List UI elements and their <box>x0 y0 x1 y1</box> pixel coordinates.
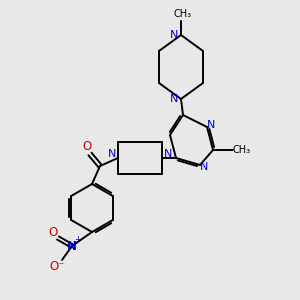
Text: N: N <box>170 30 178 40</box>
Text: O⁻: O⁻ <box>49 260 65 274</box>
Text: N: N <box>170 94 178 104</box>
Text: N: N <box>164 149 172 159</box>
Text: CH₃: CH₃ <box>233 145 251 155</box>
Text: N: N <box>67 239 77 253</box>
Text: N: N <box>200 162 208 172</box>
Text: CH₃: CH₃ <box>174 9 192 19</box>
Text: O: O <box>48 226 58 238</box>
Text: N: N <box>207 120 215 130</box>
Text: O: O <box>82 140 91 154</box>
Text: N: N <box>108 149 116 159</box>
Text: +: + <box>75 236 81 244</box>
